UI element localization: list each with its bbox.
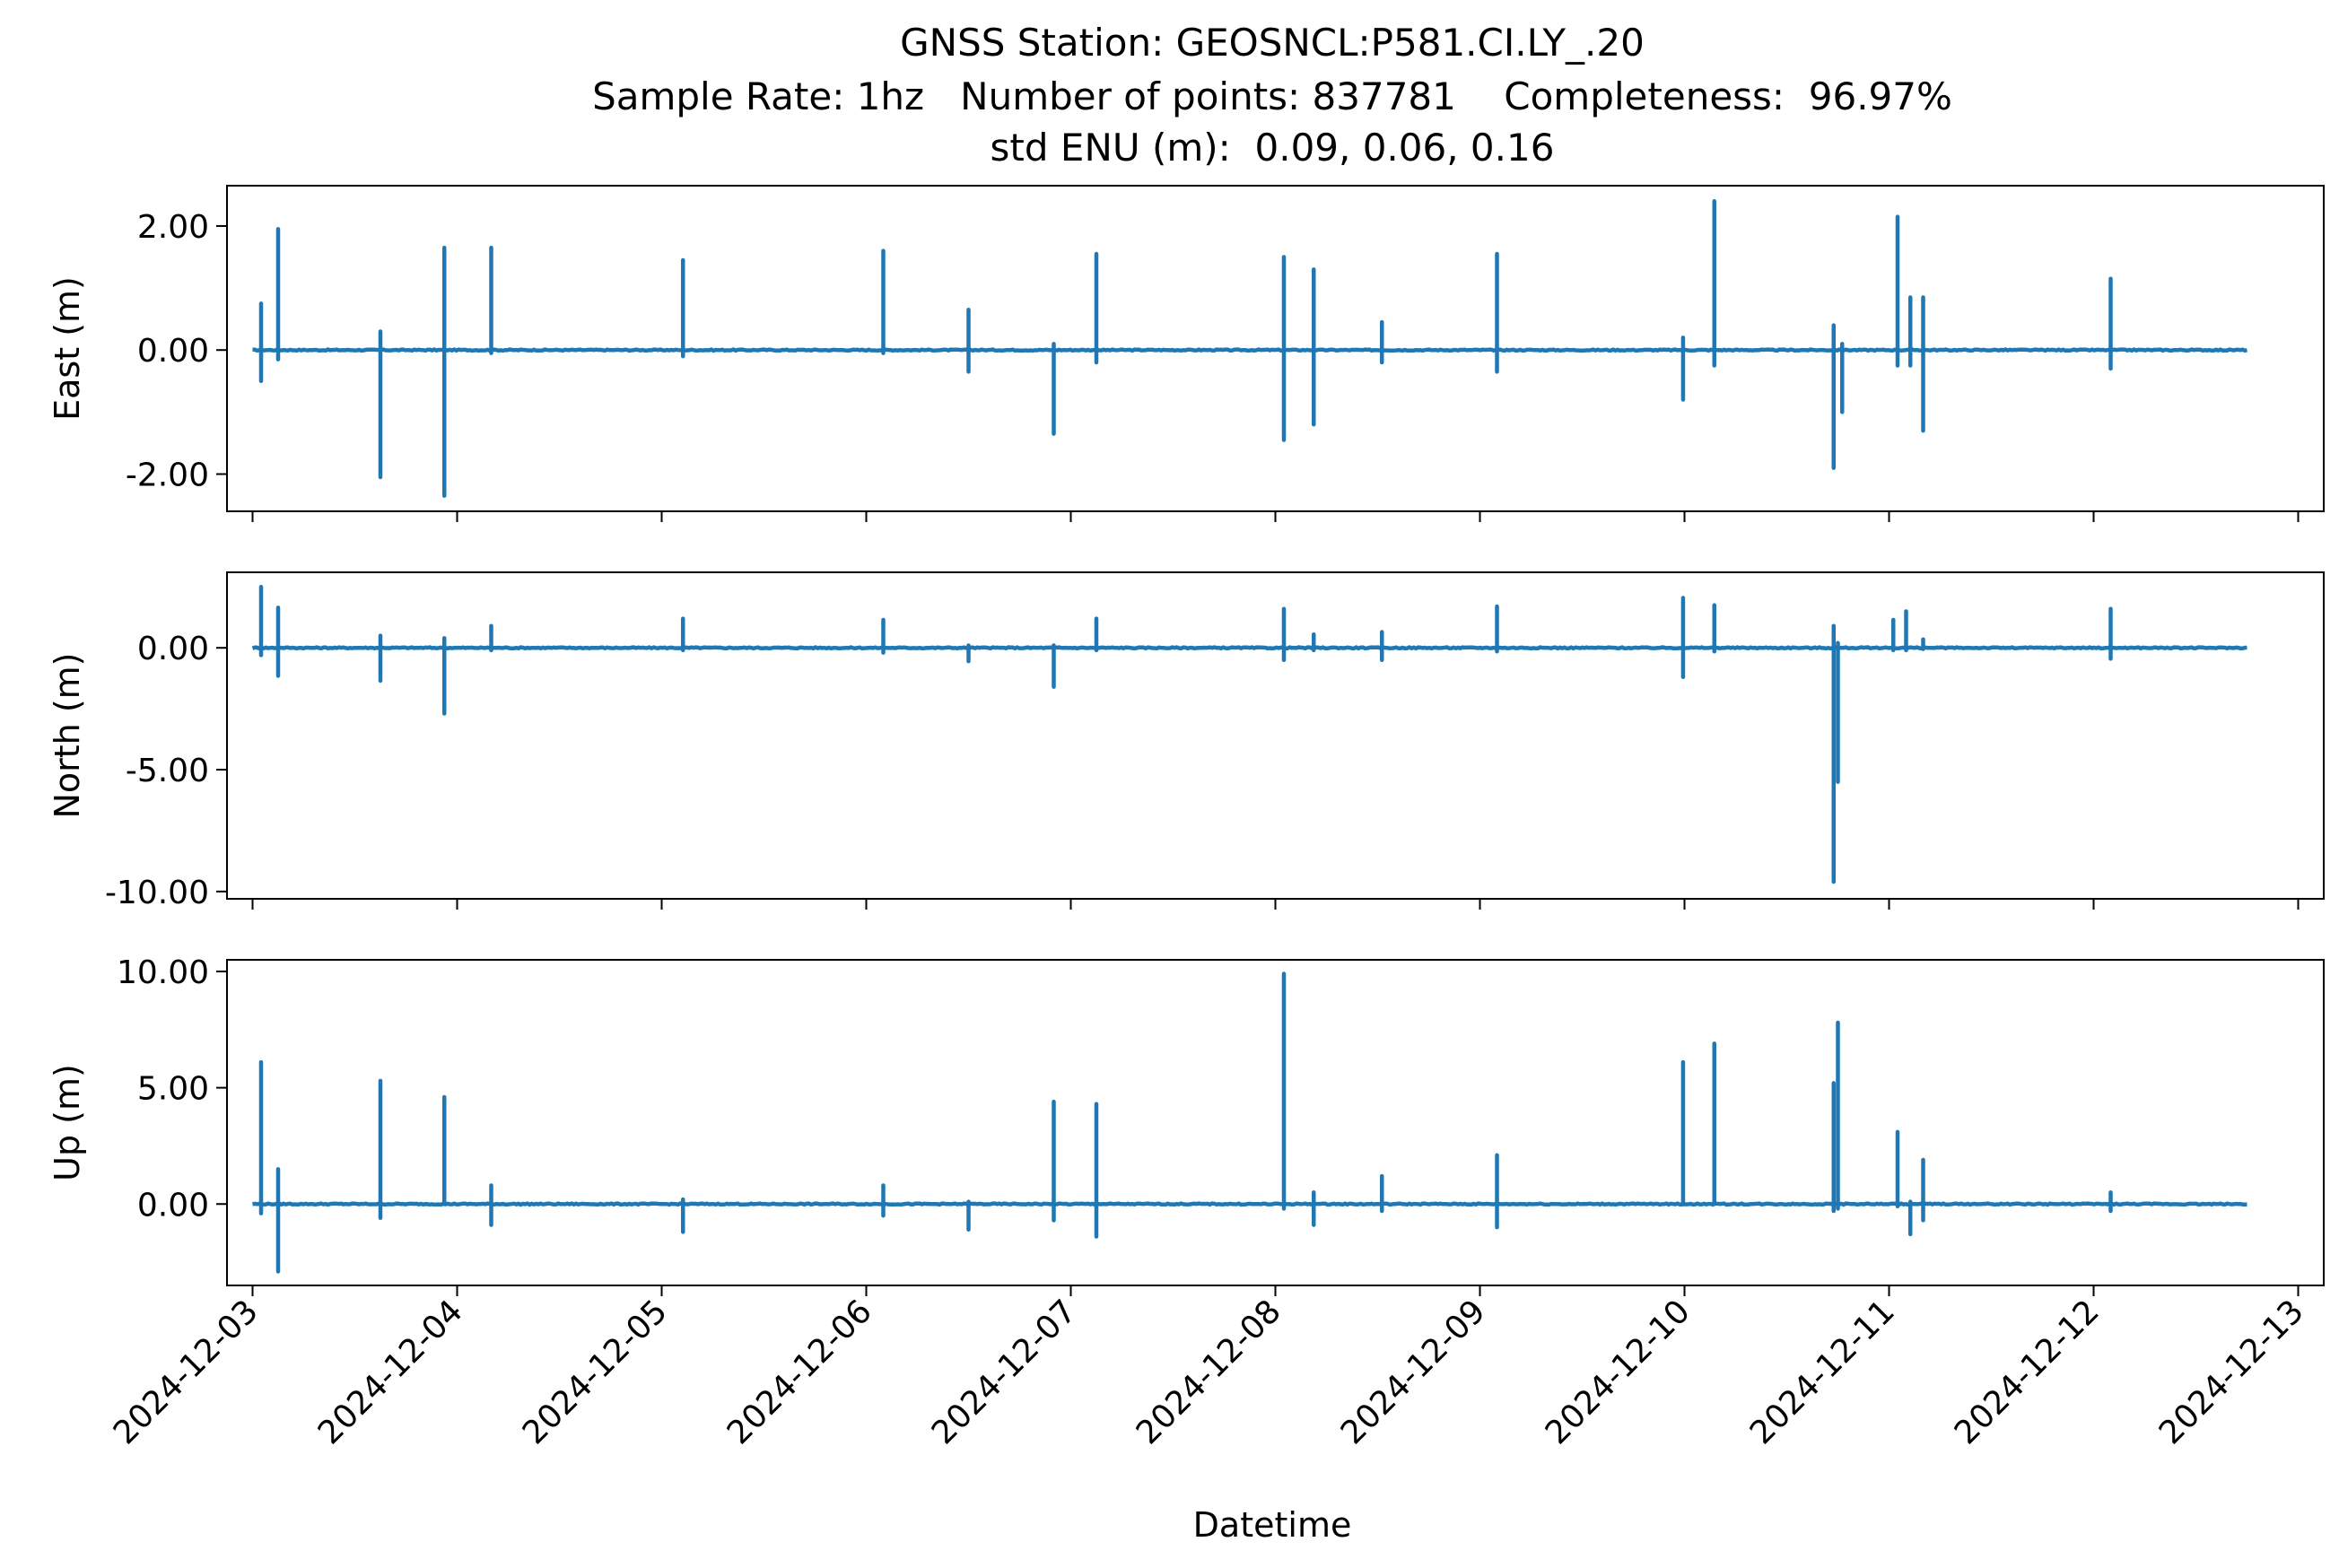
series-line-baseline (251, 645, 2247, 651)
y-tick-label: -5.00 (126, 753, 209, 789)
subplot-east: 2.00 0.00 -2.00 East (m) (48, 185, 2325, 522)
y-tick-label: 2.00 (137, 209, 209, 246)
y-axis-label: Up (m) (48, 1064, 87, 1181)
series-line-baseline (252, 347, 2247, 353)
y-tick-label: 0.00 (137, 333, 209, 370)
subplot-up: 10.00 5.00 0.00 Up (m) (48, 954, 2325, 1296)
y-tick-label: -2.00 (126, 457, 209, 494)
x-axis-label: Datetime (1193, 1505, 1352, 1545)
chart-title-line3: std ENU (m): 0.09, 0.06, 0.16 (991, 126, 1555, 170)
y-axis-label: North (m) (48, 652, 87, 818)
subplot-north: 0.00 -5.00 -10.00 North (m) (48, 571, 2325, 911)
chart-title-line2: Sample Rate: 1hz Number of points: 83778… (592, 74, 1952, 118)
y-tick-label: 5.00 (137, 1071, 209, 1108)
series-line-baseline (252, 1201, 2247, 1207)
y-tick-label: 0.00 (137, 1187, 209, 1224)
chart-title-line1: GNSS Station: GEOSNCL:P581.CI.LY_.20 (900, 21, 1645, 65)
y-tick-label: 10.00 (117, 954, 209, 991)
y-tick-label: -10.00 (105, 875, 209, 911)
y-axis-label: East (m) (48, 276, 87, 421)
y-tick-label: 0.00 (137, 631, 209, 667)
